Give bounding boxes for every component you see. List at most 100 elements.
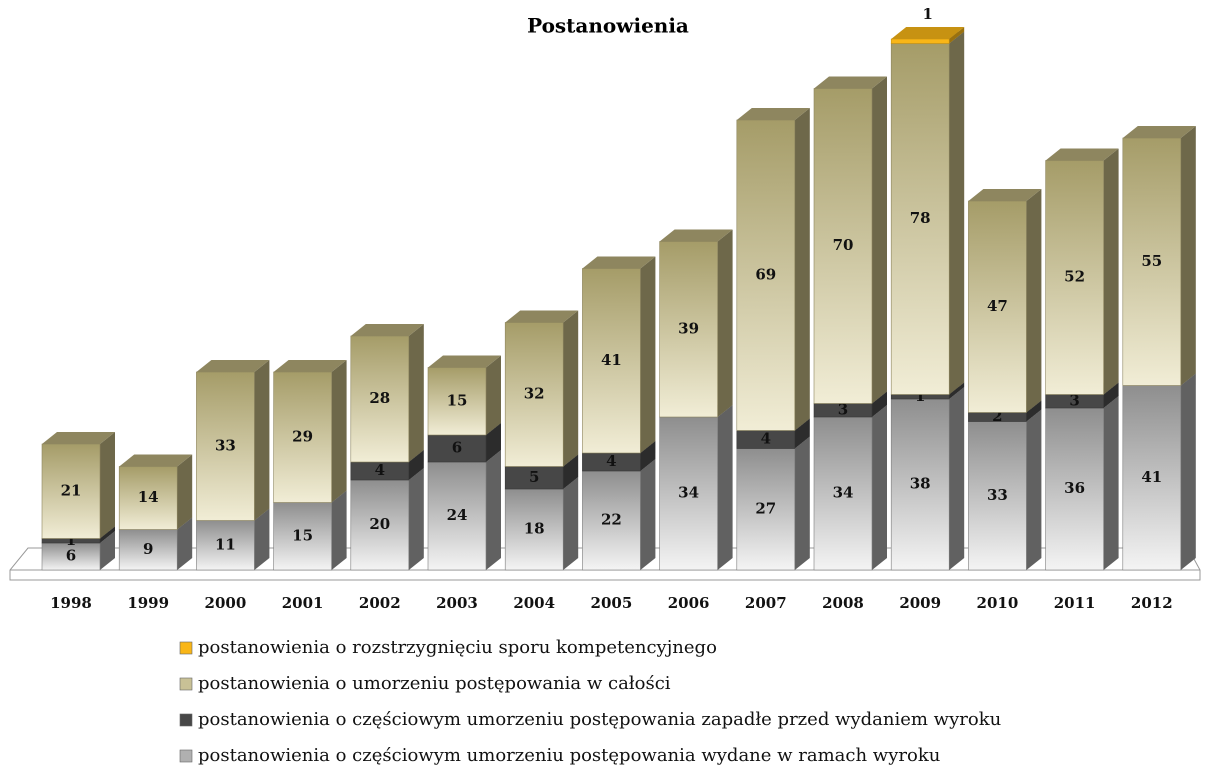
bar-face (563, 310, 579, 467)
bar-face (872, 391, 887, 417)
data-label: 3 (1069, 391, 1079, 409)
bar-face (196, 371, 255, 521)
bar-face (1180, 126, 1196, 386)
bar-face (814, 76, 887, 89)
bar-face (717, 229, 733, 417)
bar-face (890, 43, 950, 395)
bar-face (196, 520, 255, 571)
bar-face (968, 421, 1027, 571)
bar-face (968, 200, 1027, 413)
bar-face (1122, 385, 1182, 571)
bar-face (350, 335, 410, 463)
bar-face (486, 423, 501, 462)
legend-swatch (179, 677, 193, 691)
bar-face (640, 256, 656, 453)
x-tick-label: 2007 (745, 594, 787, 612)
data-label: 15 (447, 391, 468, 409)
bar-face (949, 382, 965, 399)
legend-label: postanowienia o częściowym umorzeniu pos… (198, 709, 1001, 730)
bar-face (254, 508, 270, 570)
bar-face (254, 360, 270, 521)
bar-segment (1122, 126, 1196, 386)
bar-face (486, 450, 501, 570)
x-tick-label: 2000 (205, 594, 247, 612)
bar-face (1045, 407, 1104, 571)
bar-segment (427, 355, 501, 436)
bar-face (582, 256, 656, 269)
data-label: 41 (1141, 468, 1162, 486)
data-label: 5 (529, 468, 539, 486)
data-label: 1 (915, 387, 925, 405)
bar-segment (118, 454, 193, 530)
bar-face (640, 459, 656, 570)
bar-face (42, 432, 115, 444)
bar-face (794, 108, 810, 431)
data-label: 34 (678, 484, 699, 502)
bar-face (1026, 400, 1042, 422)
bar-face (659, 241, 718, 418)
bar-segment (736, 108, 810, 431)
bar-face (177, 517, 193, 570)
data-label: 20 (369, 515, 390, 533)
x-tick-label: 2009 (899, 594, 941, 612)
bar-segment (41, 432, 115, 539)
bar-face (717, 405, 733, 570)
data-label: 78 (910, 209, 931, 227)
bar-face (196, 360, 270, 372)
data-label: 3 (838, 400, 848, 418)
bar-face (408, 468, 424, 570)
bar-face (118, 529, 178, 571)
bar-face (736, 448, 796, 571)
data-label: 18 (524, 520, 545, 538)
bar-segment (890, 27, 965, 44)
x-tick-label: 1998 (50, 594, 92, 612)
bar-face (1103, 382, 1119, 408)
data-label: 47 (987, 297, 1008, 315)
data-label: 34 (833, 484, 854, 502)
bar-face (582, 470, 641, 571)
bar-face (659, 229, 733, 242)
bar-face (428, 355, 501, 368)
bar-face (1045, 160, 1104, 395)
data-label: 33 (987, 486, 1008, 504)
bar-face (41, 542, 101, 571)
data-label: 14 (138, 488, 159, 506)
x-tick-label: 2011 (1054, 594, 1096, 612)
bar-face (872, 76, 887, 404)
legend-swatch (179, 749, 193, 763)
bar-face (1026, 409, 1042, 570)
legend-label: postanowienia o umorzeniu postępowania w… (198, 673, 671, 694)
data-label: 24 (447, 506, 468, 524)
data-label: 28 (369, 389, 390, 407)
bar-face (331, 490, 347, 570)
bar-face (427, 434, 487, 463)
bar-segment (659, 229, 733, 418)
bar-face (427, 461, 487, 571)
bar-face (736, 108, 810, 120)
legend-swatch (179, 713, 193, 727)
bar-segment (968, 189, 1042, 413)
data-label: 4 (375, 461, 385, 479)
bar-face (1026, 189, 1042, 413)
bar-face (582, 268, 641, 454)
legend-label: postanowienia o rozstrzygnięciu sporu ko… (198, 637, 717, 658)
bar-face (659, 416, 718, 571)
x-tick-label: 2002 (359, 594, 401, 612)
bar-face (408, 324, 424, 462)
data-label: 21 (61, 481, 82, 499)
bar-face (736, 119, 796, 431)
data-label: 33 (215, 436, 236, 454)
data-label: 55 (1141, 252, 1162, 270)
bar-face (1103, 148, 1119, 395)
data-label: 6 (452, 439, 462, 457)
bar-face (1045, 148, 1119, 161)
bar-face (100, 526, 115, 543)
bar-segment (1045, 148, 1119, 395)
data-label: 1 (922, 5, 932, 23)
bar-face (486, 355, 501, 435)
data-label: 32 (524, 385, 545, 403)
bar-face (1122, 137, 1182, 386)
bar-face (331, 360, 347, 503)
data-label: 2 (992, 407, 1002, 425)
